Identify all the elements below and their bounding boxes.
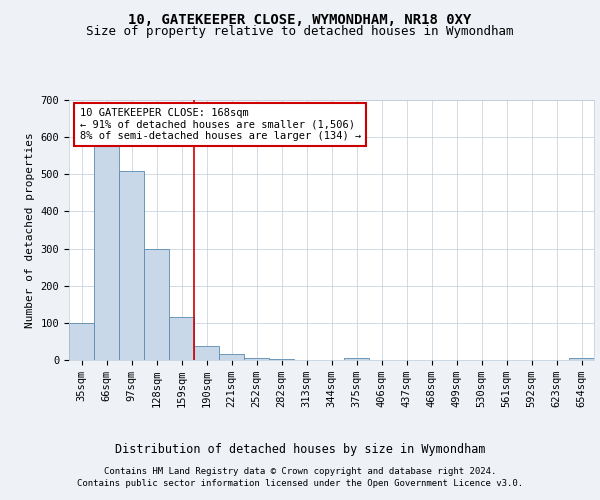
Bar bbox=[169, 316, 194, 360]
Text: 10 GATEKEEPER CLOSE: 168sqm
← 91% of detached houses are smaller (1,506)
8% of s: 10 GATEKEEPER CLOSE: 168sqm ← 91% of det… bbox=[79, 108, 361, 141]
Bar bbox=[144, 250, 169, 360]
Y-axis label: Number of detached properties: Number of detached properties bbox=[25, 132, 35, 328]
Bar bbox=[194, 346, 219, 360]
Text: Contains HM Land Registry data © Crown copyright and database right 2024.: Contains HM Land Registry data © Crown c… bbox=[104, 468, 496, 476]
Text: 10, GATEKEEPER CLOSE, WYMONDHAM, NR18 0XY: 10, GATEKEEPER CLOSE, WYMONDHAM, NR18 0X… bbox=[128, 12, 472, 26]
Text: Contains public sector information licensed under the Open Government Licence v3: Contains public sector information licen… bbox=[77, 479, 523, 488]
Bar bbox=[69, 323, 94, 360]
Bar bbox=[244, 358, 269, 360]
Bar bbox=[119, 170, 144, 360]
Bar bbox=[94, 146, 119, 360]
Text: Size of property relative to detached houses in Wymondham: Size of property relative to detached ho… bbox=[86, 25, 514, 38]
Bar bbox=[219, 354, 244, 360]
Bar bbox=[344, 358, 369, 360]
Bar bbox=[569, 358, 594, 360]
Text: Distribution of detached houses by size in Wymondham: Distribution of detached houses by size … bbox=[115, 442, 485, 456]
